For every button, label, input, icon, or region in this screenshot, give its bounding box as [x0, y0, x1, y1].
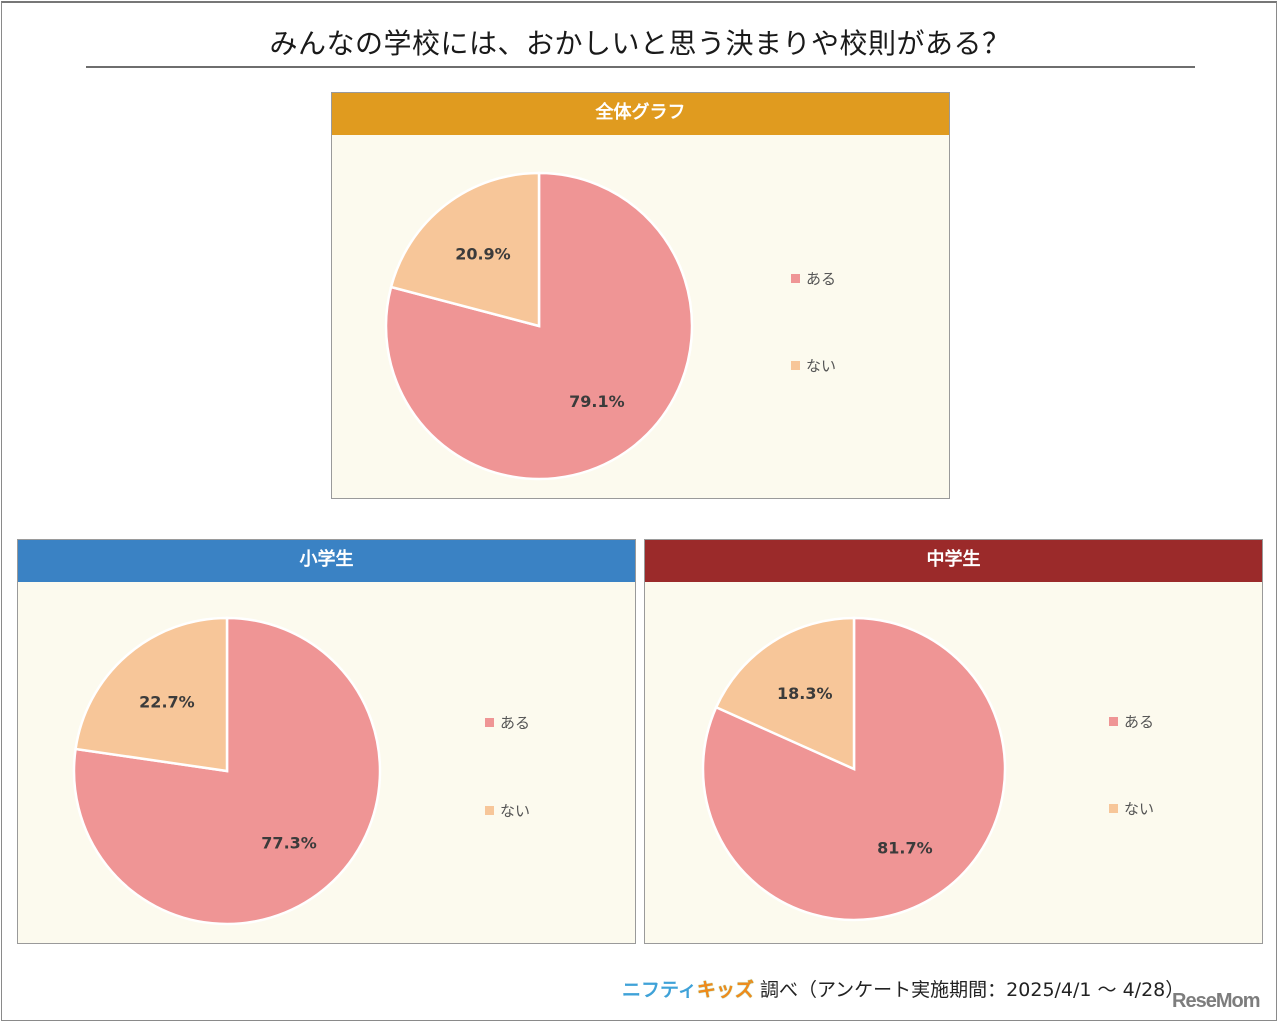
panel-header-overall: 全体グラフ [332, 93, 949, 135]
pie-label-nai: 18.3% [777, 684, 833, 703]
legend-label-aru: ある [1124, 713, 1155, 731]
pie-chart-junior-high: 81.7% 18.3% [701, 616, 1007, 922]
swatch-nai-icon [485, 806, 494, 815]
panel-overall: 全体グラフ 79.1% 20.9% ある ない [331, 92, 950, 499]
pie-slice-aru [72, 616, 382, 926]
pie-label-aru: 81.7% [877, 839, 933, 858]
panel-header-junior-high: 中学生 [645, 540, 1262, 582]
legend-item-aru: ある [1109, 711, 1154, 732]
pie-slice-nai [389, 171, 541, 328]
footer-survey-period: 調べ（アンケート実施期間：2025/4/1 ～ 4/28） [759, 979, 1185, 1001]
legend-item-aru: ある [485, 712, 530, 733]
resemom-watermark-logo: ReseMom [1172, 990, 1260, 1012]
legend-label-aru: ある [500, 714, 531, 732]
legend-label-nai: ない [1124, 800, 1155, 818]
swatch-nai-icon [791, 361, 800, 370]
brand-kids: キッズ [696, 979, 754, 1001]
brand-nifty: ニフティ [622, 979, 697, 1001]
title-divider [86, 66, 1195, 68]
pie-label-aru: 79.1% [569, 392, 625, 411]
pie-slice-nai [74, 616, 229, 773]
footer-source: ニフティキッズ 調べ（アンケート実施期間：2025/4/1 ～ 4/28） [622, 975, 1184, 1002]
pie-slice-aru [384, 171, 694, 481]
pie-slice-nai [714, 616, 856, 771]
pie-slice-aru [701, 616, 1007, 922]
legend-item-aru: ある [791, 268, 836, 289]
page-title: みんなの学校には、おかしいと思う決まりや校則がある？ [269, 27, 1011, 60]
pie-label-nai: 22.7% [139, 693, 195, 712]
legend-item-nai: ない [1109, 798, 1154, 819]
panel-header-elementary: 小学生 [18, 540, 635, 582]
swatch-aru-icon [485, 718, 494, 727]
legend-item-nai: ない [485, 800, 530, 821]
legend-item-nai: ない [791, 355, 836, 376]
legend-label-aru: ある [806, 270, 837, 288]
pie-label-nai: 20.9% [455, 244, 511, 263]
panel-elementary: 小学生 77.3% 22.7% ある ない [17, 539, 636, 944]
legend-label-nai: ない [500, 802, 531, 820]
pie-label-aru: 77.3% [261, 834, 317, 853]
pie-chart-elementary: 77.3% 22.7% [72, 616, 382, 926]
pie-chart-overall: 79.1% 20.9% [384, 171, 694, 481]
swatch-aru-icon [1109, 717, 1118, 726]
panel-junior-high: 中学生 81.7% 18.3% ある ない [644, 539, 1263, 944]
swatch-aru-icon [791, 274, 800, 283]
legend-label-nai: ない [806, 357, 837, 375]
swatch-nai-icon [1109, 804, 1118, 813]
